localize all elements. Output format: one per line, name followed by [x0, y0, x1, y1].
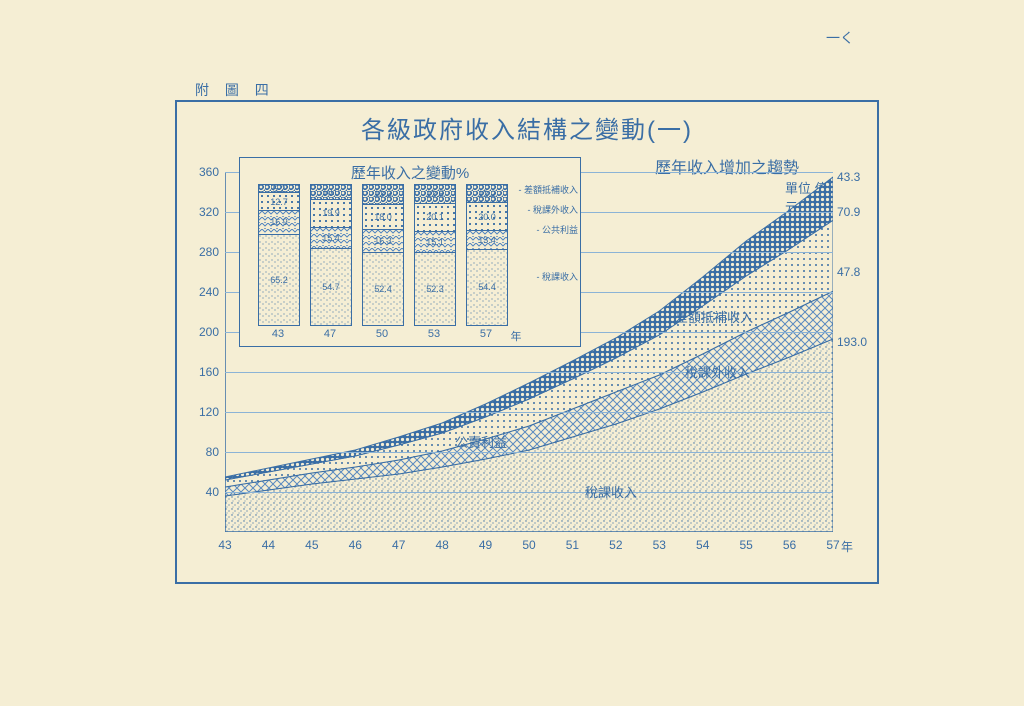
- bar-segment: 19.9: [311, 199, 351, 227]
- inset-legend-item: - 稅課收入: [537, 273, 579, 283]
- series-label: 稅課收入: [585, 482, 637, 501]
- right-end-value: 47.8: [837, 265, 860, 279]
- bar-segment: 12.2: [467, 185, 507, 202]
- series-label: 公賣利益: [455, 432, 507, 451]
- right-end-value: 43.3: [837, 170, 860, 184]
- y-tick-label: 160: [189, 365, 219, 379]
- right-end-value: 70.9: [837, 205, 860, 219]
- x-tick-label: 46: [349, 538, 362, 552]
- bar-segment: 12.7: [259, 192, 299, 210]
- x-tick-label: 55: [739, 538, 752, 552]
- inset-bar-chart: 歷年收入之變動% 5.212.716.965.210.019.915.454.7…: [239, 157, 581, 347]
- y-tick-label: 120: [189, 405, 219, 419]
- inset-legend-item: - 公共利益: [537, 226, 579, 236]
- inset-x-tick: 50: [376, 328, 388, 340]
- bar-segment: 5.2: [259, 185, 299, 192]
- y-tick-label: 280: [189, 245, 219, 259]
- inset-x-tick: 57: [480, 328, 492, 340]
- inset-x-tick: 53: [428, 328, 440, 340]
- bar-segment: 16.9: [259, 210, 299, 234]
- y-tick-label: 200: [189, 325, 219, 339]
- series-label: 稅課外收入: [685, 362, 750, 381]
- x-tick-label: 48: [435, 538, 448, 552]
- gridline: [225, 412, 833, 413]
- gridline: [225, 452, 833, 453]
- x-axis-suffix: 年: [841, 538, 853, 555]
- bar-segment: 15.4: [311, 227, 351, 249]
- bar-segment: 18.0: [363, 204, 403, 229]
- stacked-bar: 10.019.915.454.7: [310, 184, 352, 326]
- bar-segment: 20.1: [415, 203, 455, 231]
- bar-segment: 13.3: [363, 185, 403, 204]
- x-tick-label: 47: [392, 538, 405, 552]
- inset-bars-area: 5.212.716.965.210.019.915.454.713.318.01…: [258, 186, 518, 326]
- stacked-bar: 12.220.013.454.4: [466, 184, 508, 326]
- x-tick-label: 52: [609, 538, 622, 552]
- inset-x-tick: 43: [272, 328, 284, 340]
- bar-segment: 16.3: [363, 229, 403, 252]
- inset-x-suffix: 年: [511, 328, 522, 344]
- series-label: 差額抵補收入: [675, 307, 753, 326]
- stacked-bar: 13.318.016.352.4: [362, 184, 404, 326]
- y-tick-label: 320: [189, 205, 219, 219]
- y-tick-label: 360: [189, 165, 219, 179]
- bar-segment: 54.4: [467, 249, 507, 325]
- x-tick-label: 44: [262, 538, 275, 552]
- x-tick-label: 50: [522, 538, 535, 552]
- bar-segment: 65.2: [259, 234, 299, 325]
- bar-segment: 10.0: [311, 185, 351, 199]
- bar-segment: 13.4: [467, 230, 507, 249]
- x-tick-label: 51: [566, 538, 579, 552]
- bar-segment: 12.5: [415, 185, 455, 203]
- inset-title: 歷年收入之變動%: [240, 162, 580, 183]
- chart-main-title: 各級政府收入結構之變動(一): [177, 110, 877, 145]
- bar-segment: 15.1: [415, 231, 455, 252]
- x-tick-label: 45: [305, 538, 318, 552]
- gridline: [225, 492, 833, 493]
- chart-frame: 各級政府收入結構之變動(一) 歷年收入增加之趨勢 單位 億元: [175, 100, 879, 584]
- x-tick-label: 43: [218, 538, 231, 552]
- x-tick-label: 54: [696, 538, 709, 552]
- bar-segment: 52.3: [415, 252, 455, 325]
- x-tick-label: 56: [783, 538, 796, 552]
- y-tick-label: 80: [189, 445, 219, 459]
- inset-legend-item: - 稅課外收入: [528, 206, 579, 216]
- x-tick-label: 53: [653, 538, 666, 552]
- right-end-value: 193.0: [837, 335, 867, 349]
- x-tick-label: 57: [826, 538, 839, 552]
- y-tick-label: 40: [189, 485, 219, 499]
- page-number: 一く: [826, 28, 854, 48]
- stacked-bar: 12.520.115.152.3: [414, 184, 456, 326]
- x-tick-label: 49: [479, 538, 492, 552]
- bar-segment: 52.4: [363, 252, 403, 325]
- stacked-bar: 5.212.716.965.2: [258, 184, 300, 326]
- inset-legend-item: - 差額抵補收入: [519, 186, 579, 196]
- bar-segment: 54.7: [311, 248, 351, 325]
- inset-x-tick: 47: [324, 328, 336, 340]
- y-tick-label: 240: [189, 285, 219, 299]
- appendix-label: 附 圖 四: [195, 80, 275, 100]
- bar-segment: 20.0: [467, 202, 507, 230]
